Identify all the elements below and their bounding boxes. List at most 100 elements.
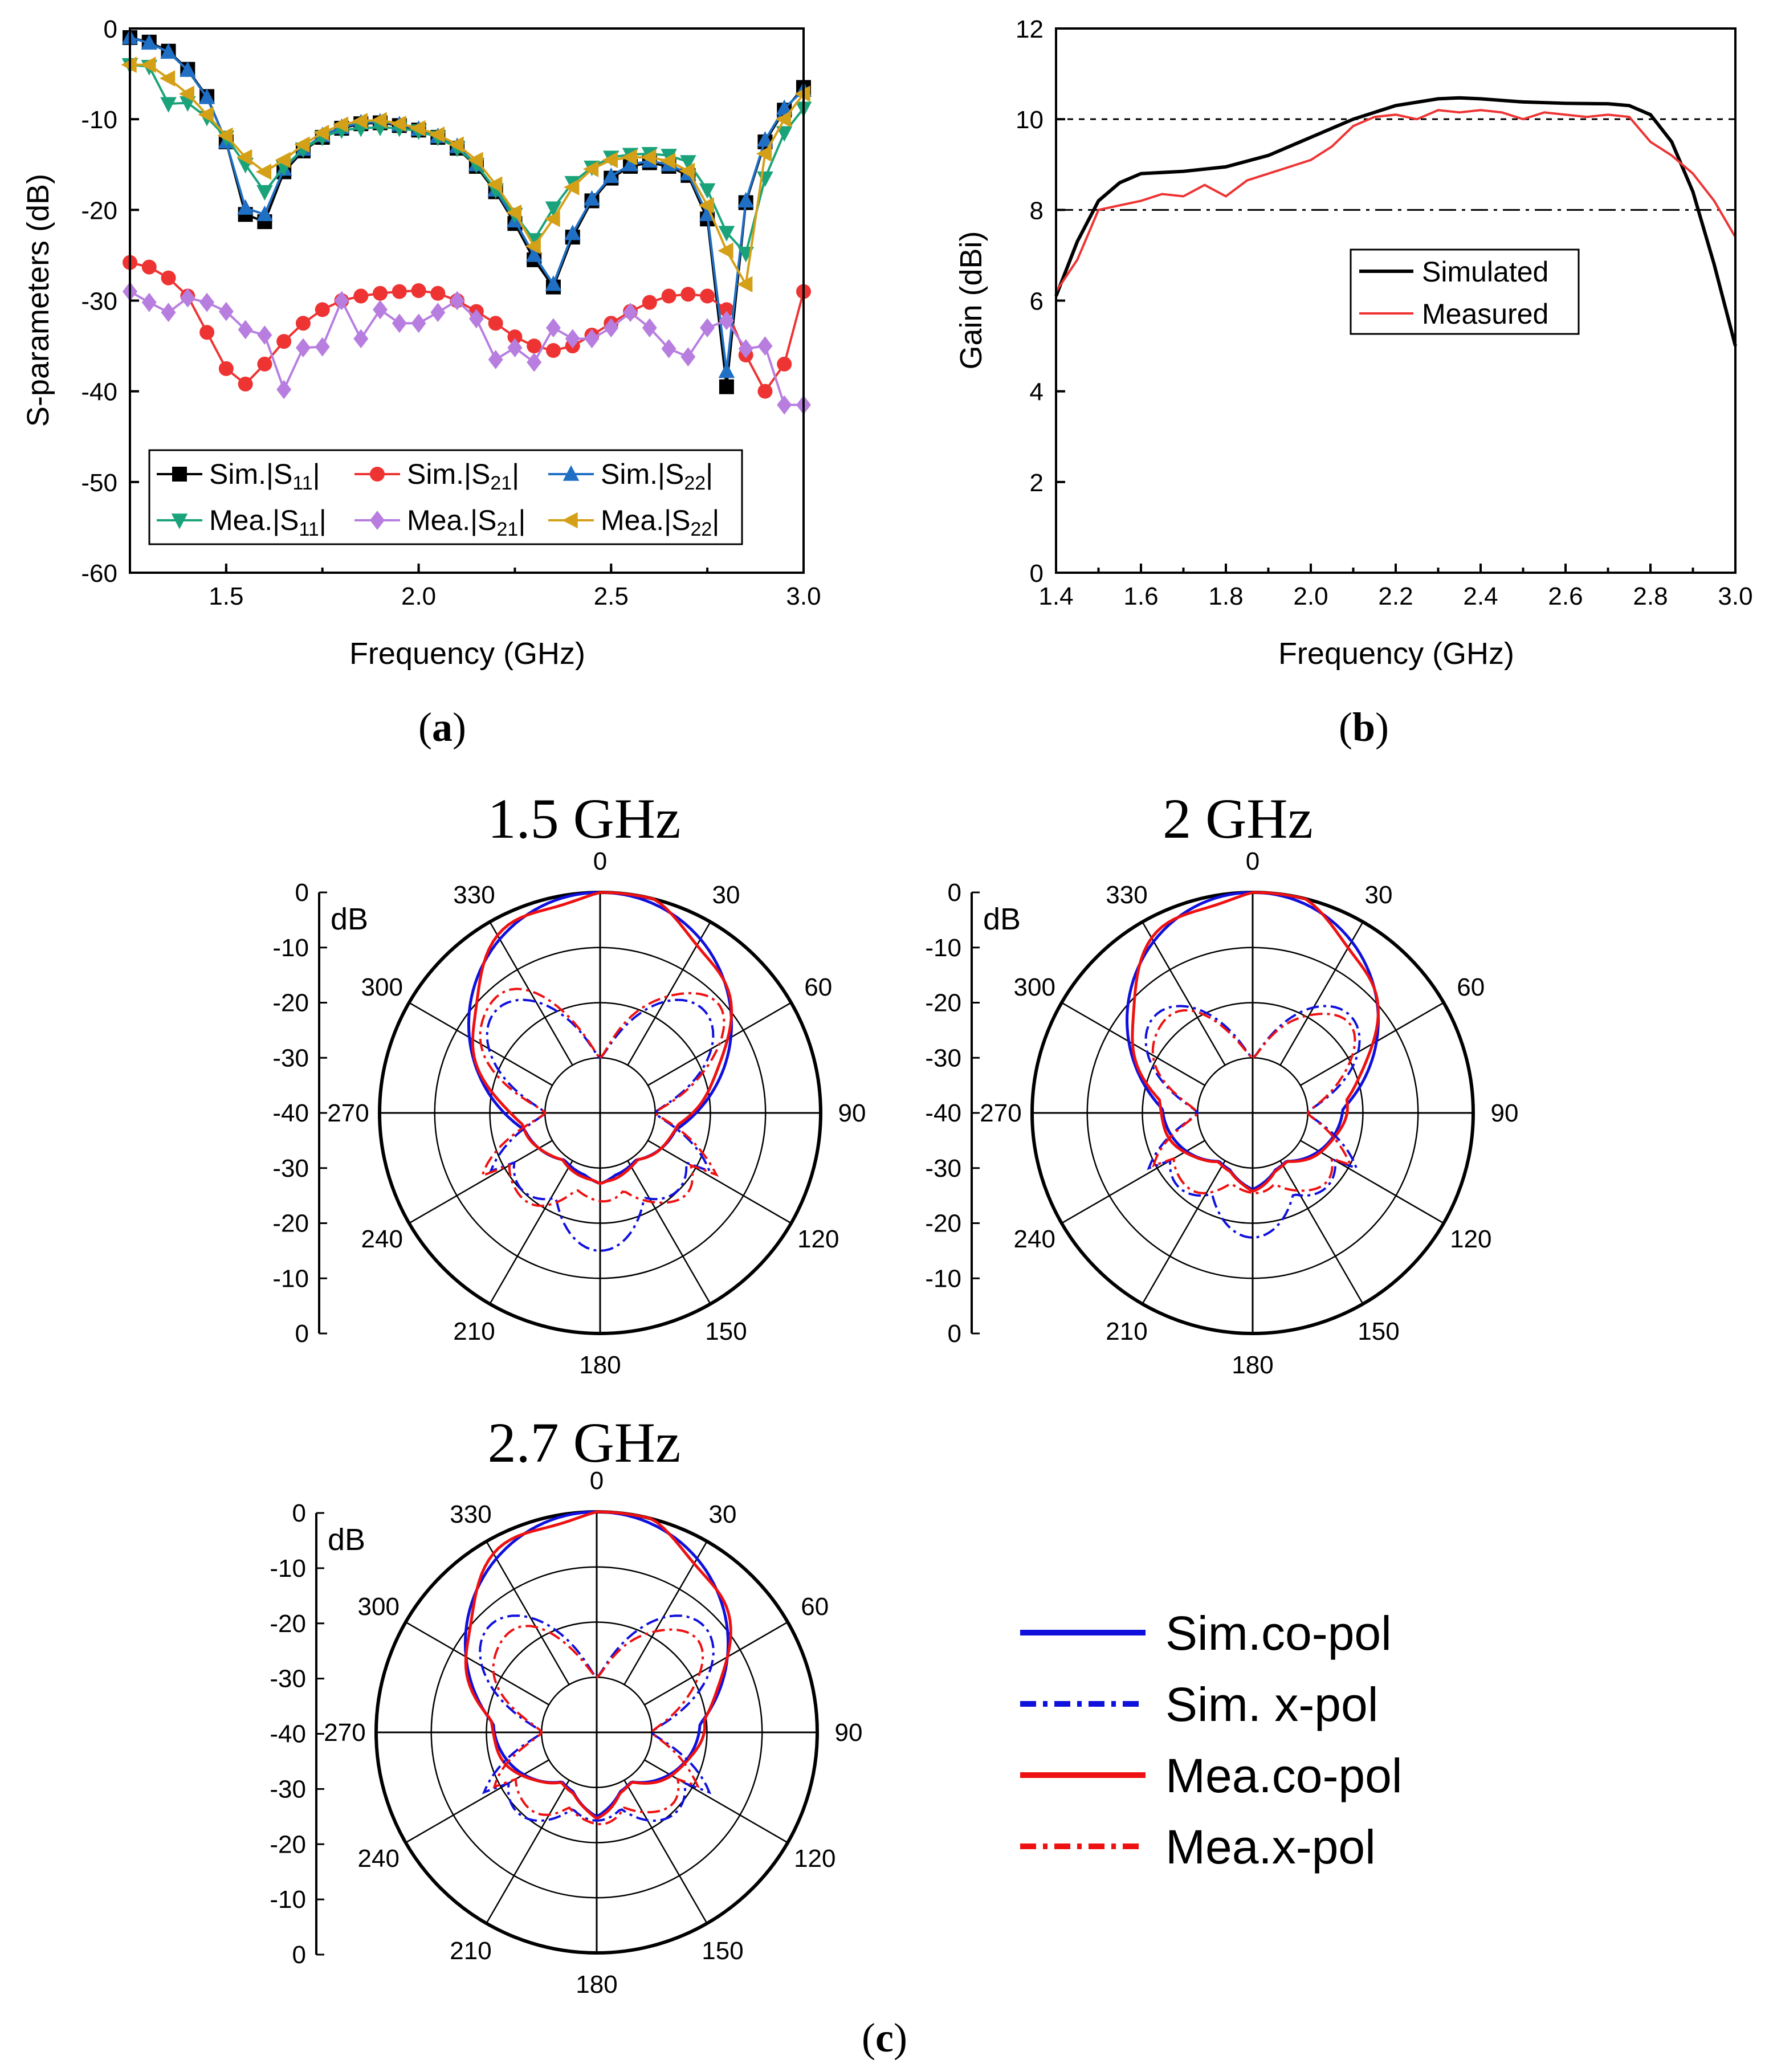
data-point xyxy=(718,362,735,378)
polarization-legend: Sim.co-pol Sim. x-pol Mea.co-pol Mea.x-pol xyxy=(1020,1606,1403,1874)
polar-spoke xyxy=(627,1160,711,1304)
data-point xyxy=(737,191,754,208)
polar-spoke xyxy=(1142,921,1226,1066)
data-point xyxy=(757,131,773,147)
radial-tick-label: -30 xyxy=(925,1155,961,1182)
data-point xyxy=(776,126,793,142)
radial-tick-label: -10 xyxy=(272,934,309,962)
data-point xyxy=(448,136,464,153)
caption-a: (a) xyxy=(418,704,466,750)
radial-tick-label: -10 xyxy=(272,1265,309,1292)
data-point xyxy=(237,199,254,215)
data-point xyxy=(313,124,329,141)
data-point xyxy=(256,205,273,221)
y-tick-label: 8 xyxy=(1030,197,1044,225)
data-point xyxy=(506,204,522,221)
y-tick-label: -50 xyxy=(81,469,117,497)
data-point xyxy=(777,356,792,372)
y-tick-label: 2 xyxy=(1030,469,1044,497)
data-point xyxy=(737,276,753,293)
caption-c: (c) xyxy=(862,2015,907,2061)
data-point xyxy=(661,338,676,358)
radial-tick-label: -20 xyxy=(925,1210,961,1238)
legend-label-main: Mea.|S xyxy=(601,504,691,536)
data-point xyxy=(604,318,619,338)
series-line xyxy=(1055,109,1737,292)
polar-spoke xyxy=(409,1140,553,1224)
radial-tick-label: 0 xyxy=(948,1320,961,1348)
radial-unit-label: dB xyxy=(983,902,1021,936)
radial-tick-label: 0 xyxy=(292,1941,306,1969)
x-axis-label: Frequency (GHz) xyxy=(349,637,585,671)
legend-label: Mea.|S22| xyxy=(601,504,719,540)
mea-co-pol-curve xyxy=(1131,891,1380,1193)
legend-label: Sim.|S11| xyxy=(209,458,320,494)
data-point xyxy=(623,303,638,323)
radial-tick-label: -40 xyxy=(270,1720,306,1748)
polar-spoke xyxy=(489,921,573,1066)
data-point xyxy=(488,350,503,369)
data-point xyxy=(719,379,734,394)
data-point xyxy=(430,285,446,301)
legend-swatch-marker xyxy=(370,467,385,482)
data-point xyxy=(487,176,503,193)
gain-axes: 1.4 1.6 1.8 2.0 2.2 2.4 2.6 2.8 3.0 0 2 4 6 8 10 12 xyxy=(1016,15,1753,610)
data-point xyxy=(584,190,600,206)
angle-label: 60 xyxy=(801,1593,829,1621)
data-point xyxy=(161,270,176,285)
legend-label: Mea.|S11| xyxy=(209,504,327,540)
s-parameter-chart: 1.5 2.0 2.5 3.0 0 -10 -20 -30 -40 -50 -60 S-parame… xyxy=(21,15,821,750)
polar-spoke xyxy=(1279,1160,1364,1304)
data-point xyxy=(334,291,349,311)
data-point xyxy=(757,384,773,399)
data-point xyxy=(525,246,543,262)
s-parameter-series xyxy=(121,28,812,415)
y-tick-label: -30 xyxy=(81,288,117,316)
x-tick-label: 2.6 xyxy=(1548,582,1583,610)
data-point xyxy=(276,334,292,349)
y-tick-label: 6 xyxy=(1030,288,1044,316)
angle-label: 240 xyxy=(358,1845,400,1873)
radial-tick-label: -10 xyxy=(925,934,961,962)
data-point xyxy=(217,127,233,144)
data-point xyxy=(488,316,503,331)
angle-label: 270 xyxy=(324,1719,365,1747)
polar-spoke xyxy=(489,1160,573,1304)
data-point xyxy=(218,361,234,376)
data-point xyxy=(679,162,695,180)
angle-label: 90 xyxy=(1491,1099,1519,1127)
series-line xyxy=(1054,96,1737,346)
legend-label: Sim.|S21| xyxy=(407,458,519,494)
data-point xyxy=(180,61,196,77)
radial-tick-label: -20 xyxy=(925,989,961,1017)
x-tick-label: 1.5 xyxy=(209,582,243,610)
radial-tick-label: -20 xyxy=(270,1610,306,1638)
x-tick-label: 2.0 xyxy=(401,582,436,610)
legend-label-main: Mea.|S xyxy=(209,504,299,536)
data-point xyxy=(565,329,580,349)
radial-tick-label: -30 xyxy=(272,1155,309,1182)
angle-label: 0 xyxy=(590,1467,604,1495)
angle-label: 90 xyxy=(835,1719,863,1747)
radial-unit-label: dB xyxy=(328,1523,365,1557)
legend-label-subscript: 21 xyxy=(497,519,519,540)
data-point xyxy=(545,343,561,358)
y-tick-label: -60 xyxy=(81,560,117,588)
data-point xyxy=(257,325,272,345)
angle-label: 120 xyxy=(797,1225,839,1253)
legend-label: Measured xyxy=(1422,298,1548,330)
x-tick-label: 1.8 xyxy=(1208,582,1243,610)
y-tick-label: 12 xyxy=(1016,15,1044,43)
data-point xyxy=(295,316,311,331)
mea-x-pol-curve xyxy=(492,1625,704,1826)
polar-plot-1-5-ghz: 1.5 GHz 0 30 60 90 120 150 180 210 240 270 300 330 0… xyxy=(272,787,866,1379)
data-point xyxy=(353,329,369,349)
data-point xyxy=(468,309,484,329)
polar-spoke xyxy=(1279,921,1364,1066)
angle-label: 330 xyxy=(450,1500,491,1528)
polar-spoke xyxy=(405,1621,549,1706)
x-tick-label: 3.0 xyxy=(1718,582,1752,610)
y-tick-label: 0 xyxy=(104,15,117,43)
angle-label: 0 xyxy=(1246,847,1260,875)
data-point xyxy=(276,380,292,399)
